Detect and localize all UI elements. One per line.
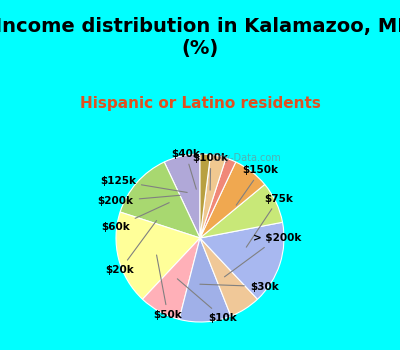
Text: $200k: $200k <box>98 195 180 206</box>
Text: $20k: $20k <box>106 220 156 275</box>
Text: $40k: $40k <box>171 149 200 189</box>
Text: City-Data.com: City-Data.com <box>211 153 281 163</box>
Wedge shape <box>200 162 265 238</box>
Wedge shape <box>200 154 210 238</box>
Wedge shape <box>200 155 226 238</box>
Wedge shape <box>179 238 231 322</box>
Text: > $200k: > $200k <box>224 233 301 277</box>
Text: $100k: $100k <box>193 153 229 190</box>
Wedge shape <box>200 184 282 238</box>
Text: $30k: $30k <box>200 281 279 292</box>
Text: $150k: $150k <box>236 165 279 205</box>
Text: $60k: $60k <box>101 203 169 232</box>
Wedge shape <box>200 158 236 238</box>
Wedge shape <box>116 212 200 299</box>
Wedge shape <box>200 222 284 299</box>
Wedge shape <box>120 162 200 238</box>
Wedge shape <box>200 238 258 316</box>
Text: Hispanic or Latino residents: Hispanic or Latino residents <box>80 96 320 111</box>
Text: $125k: $125k <box>100 176 187 193</box>
Text: $50k: $50k <box>154 255 182 320</box>
Wedge shape <box>164 154 200 238</box>
Text: $75k: $75k <box>246 194 293 247</box>
Wedge shape <box>142 238 200 319</box>
Text: Income distribution in Kalamazoo, MI
(%): Income distribution in Kalamazoo, MI (%) <box>0 17 400 58</box>
Text: $10k: $10k <box>177 279 237 323</box>
